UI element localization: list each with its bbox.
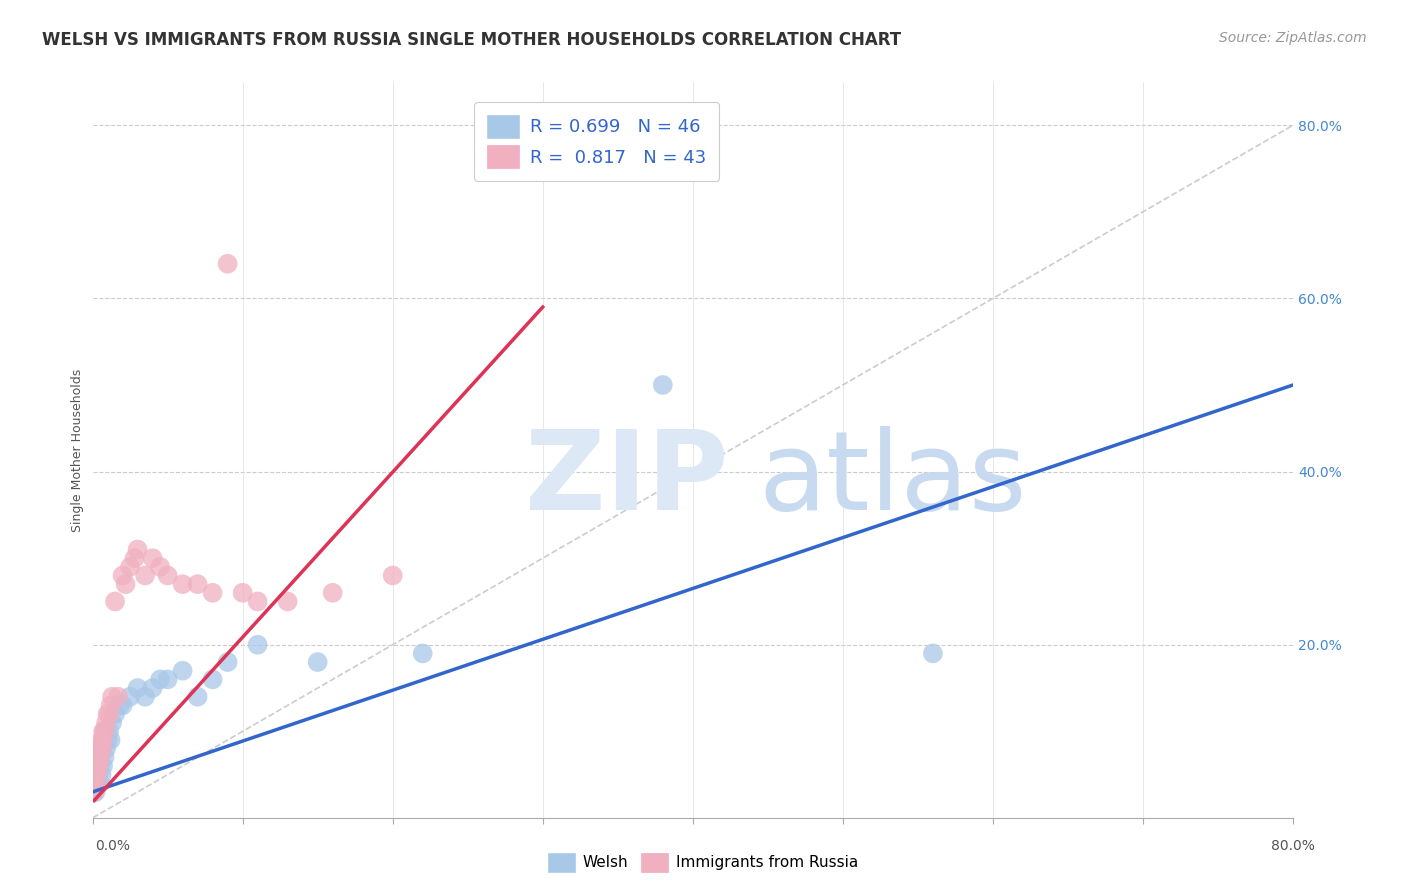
Point — [86, 759, 108, 773]
Point — [246, 638, 269, 652]
Point — [217, 257, 239, 271]
Point — [86, 776, 108, 790]
Point — [111, 698, 134, 713]
Point — [217, 655, 239, 669]
Point — [86, 767, 108, 781]
Point — [97, 733, 120, 747]
Point — [86, 750, 108, 764]
Point — [90, 741, 112, 756]
Point — [651, 378, 673, 392]
Text: WELSH VS IMMIGRANTS FROM RUSSIA SINGLE MOTHER HOUSEHOLDS CORRELATION CHART: WELSH VS IMMIGRANTS FROM RUSSIA SINGLE M… — [42, 31, 901, 49]
Point — [86, 750, 108, 764]
Point — [232, 586, 254, 600]
Point — [83, 785, 105, 799]
Point — [114, 577, 136, 591]
Point — [93, 724, 115, 739]
Point — [100, 733, 122, 747]
Point — [87, 750, 110, 764]
Point — [187, 690, 209, 704]
Point — [172, 577, 194, 591]
Point — [87, 759, 110, 773]
Point — [94, 715, 117, 730]
Point — [120, 559, 142, 574]
Text: 80.0%: 80.0% — [1271, 838, 1315, 853]
Point — [322, 586, 344, 600]
Point — [89, 750, 111, 764]
Point — [97, 706, 120, 721]
Point — [101, 690, 124, 704]
Point — [201, 586, 224, 600]
Point — [127, 542, 149, 557]
Point — [149, 673, 172, 687]
Point — [156, 568, 179, 582]
Point — [922, 647, 945, 661]
Point — [149, 559, 172, 574]
Point — [83, 785, 105, 799]
Text: Source: ZipAtlas.com: Source: ZipAtlas.com — [1219, 31, 1367, 45]
Point — [87, 767, 110, 781]
Point — [89, 750, 111, 764]
Point — [100, 698, 122, 713]
Point — [104, 706, 127, 721]
Point — [83, 776, 105, 790]
Point — [84, 759, 107, 773]
Point — [101, 715, 124, 730]
Point — [156, 673, 179, 687]
Point — [83, 767, 105, 781]
Point — [84, 776, 107, 790]
Point — [91, 733, 114, 747]
Text: ZIP: ZIP — [524, 425, 728, 533]
Point — [84, 767, 107, 781]
Point — [84, 767, 107, 781]
Point — [201, 673, 224, 687]
Point — [86, 767, 108, 781]
Point — [98, 706, 121, 721]
Y-axis label: Single Mother Households: Single Mother Households — [72, 368, 84, 532]
Point — [381, 568, 404, 582]
Point — [107, 690, 129, 704]
Text: 0.0%: 0.0% — [96, 838, 131, 853]
Point — [90, 741, 112, 756]
Point — [93, 724, 115, 739]
Point — [277, 594, 299, 608]
Point — [89, 759, 111, 773]
Point — [83, 767, 105, 781]
Point — [142, 681, 165, 695]
Point — [124, 551, 146, 566]
Point — [111, 568, 134, 582]
Point — [246, 594, 269, 608]
Point — [91, 759, 114, 773]
Point — [108, 698, 131, 713]
Point — [134, 568, 156, 582]
Legend: Welsh, Immigrants from Russia: Welsh, Immigrants from Russia — [540, 845, 866, 880]
Point — [91, 733, 114, 747]
Point — [307, 655, 329, 669]
Point — [84, 776, 107, 790]
Point — [120, 690, 142, 704]
Point — [90, 767, 112, 781]
Point — [90, 733, 112, 747]
Point — [93, 750, 115, 764]
Point — [84, 785, 107, 799]
Point — [86, 759, 108, 773]
Point — [87, 750, 110, 764]
Point — [89, 741, 111, 756]
Point — [142, 551, 165, 566]
Point — [91, 724, 114, 739]
Point — [89, 776, 111, 790]
Point — [104, 594, 127, 608]
Point — [134, 690, 156, 704]
Point — [98, 724, 121, 739]
Legend: R = 0.699   N = 46, R =  0.817   N = 43: R = 0.699 N = 46, R = 0.817 N = 43 — [474, 102, 720, 181]
Point — [412, 647, 434, 661]
Text: atlas: atlas — [759, 425, 1028, 533]
Point — [172, 664, 194, 678]
Point — [83, 776, 105, 790]
Point — [187, 577, 209, 591]
Point — [127, 681, 149, 695]
Point — [94, 741, 117, 756]
Point — [84, 759, 107, 773]
Point — [87, 759, 110, 773]
